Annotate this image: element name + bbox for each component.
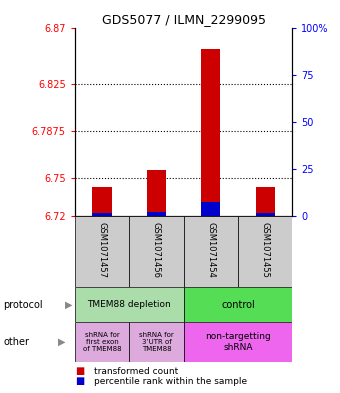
FancyBboxPatch shape <box>184 322 292 362</box>
Text: transformed count: transformed count <box>94 367 178 376</box>
FancyBboxPatch shape <box>184 287 292 322</box>
Text: GSM1071454: GSM1071454 <box>206 222 215 278</box>
Bar <box>147 212 166 216</box>
Text: ▶: ▶ <box>58 337 65 347</box>
Text: ■: ■ <box>75 376 84 386</box>
Bar <box>201 49 220 216</box>
Bar <box>147 170 166 216</box>
Bar <box>256 213 275 216</box>
Text: ▶: ▶ <box>65 299 72 310</box>
Text: non-targetting
shRNA: non-targetting shRNA <box>205 332 271 352</box>
FancyBboxPatch shape <box>75 216 129 287</box>
Text: GSM1071457: GSM1071457 <box>98 222 106 278</box>
FancyBboxPatch shape <box>75 287 184 322</box>
Bar <box>92 187 112 216</box>
FancyBboxPatch shape <box>129 322 184 362</box>
Text: ■: ■ <box>75 366 84 376</box>
Title: GDS5077 / ILMN_2299095: GDS5077 / ILMN_2299095 <box>102 13 266 26</box>
Bar <box>201 202 220 216</box>
FancyBboxPatch shape <box>184 216 238 287</box>
Text: shRNA for
first exon
of TMEM88: shRNA for first exon of TMEM88 <box>83 332 121 352</box>
Text: other: other <box>3 337 29 347</box>
Text: GSM1071455: GSM1071455 <box>261 222 270 278</box>
Text: shRNA for
3’UTR of
TMEM88: shRNA for 3’UTR of TMEM88 <box>139 332 174 352</box>
Text: GSM1071456: GSM1071456 <box>152 222 161 278</box>
FancyBboxPatch shape <box>75 322 129 362</box>
Text: protocol: protocol <box>3 299 43 310</box>
Text: percentile rank within the sample: percentile rank within the sample <box>94 377 246 386</box>
Text: control: control <box>221 299 255 310</box>
Text: TMEM88 depletion: TMEM88 depletion <box>87 300 171 309</box>
FancyBboxPatch shape <box>129 216 184 287</box>
FancyBboxPatch shape <box>238 216 292 287</box>
Bar <box>256 187 275 216</box>
Bar <box>92 213 112 216</box>
